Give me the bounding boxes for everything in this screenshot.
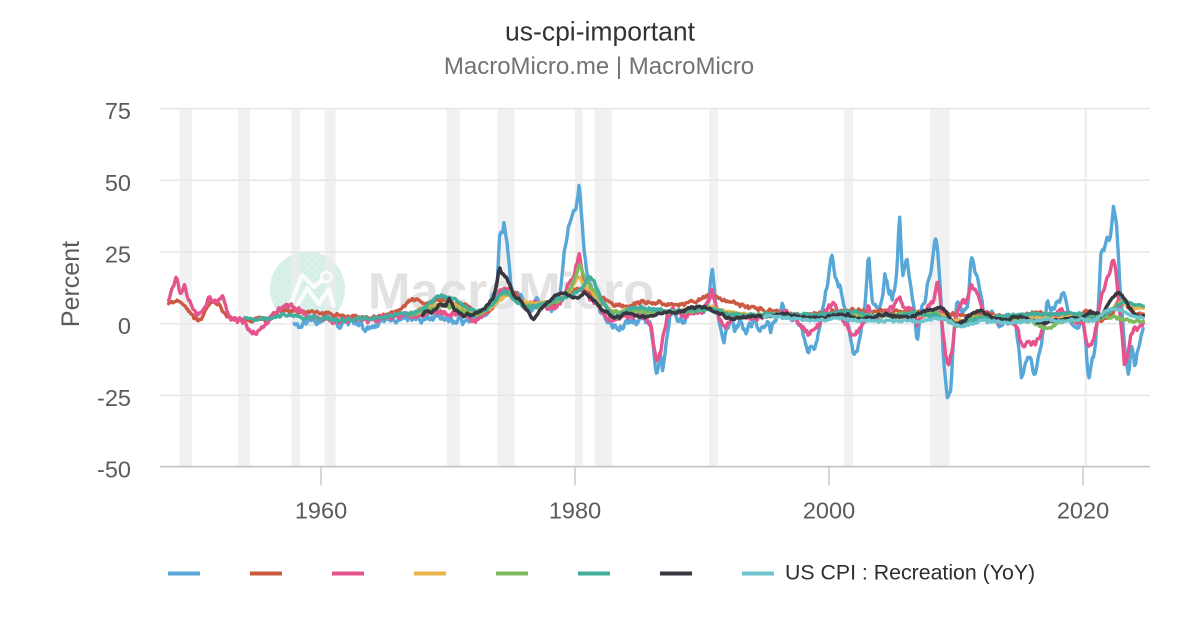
svg-text:1980: 1980 xyxy=(549,498,601,524)
svg-text:0: 0 xyxy=(118,313,131,339)
svg-text:-25: -25 xyxy=(97,385,131,411)
svg-text:US CPI : Recreation (YoY): US CPI : Recreation (YoY) xyxy=(785,561,1035,585)
svg-text:MacroMicro.me | MacroMicro: MacroMicro.me | MacroMicro xyxy=(444,53,754,80)
svg-text:Percent: Percent xyxy=(57,241,85,327)
svg-text:50: 50 xyxy=(105,170,131,196)
svg-text:75: 75 xyxy=(105,98,131,124)
svg-text:us-cpi-important: us-cpi-important xyxy=(505,17,696,47)
svg-text:2000: 2000 xyxy=(803,498,855,524)
svg-text:-50: -50 xyxy=(97,457,131,483)
svg-text:25: 25 xyxy=(105,242,131,268)
svg-text:1960: 1960 xyxy=(295,498,347,524)
svg-text:2020: 2020 xyxy=(1057,498,1109,524)
